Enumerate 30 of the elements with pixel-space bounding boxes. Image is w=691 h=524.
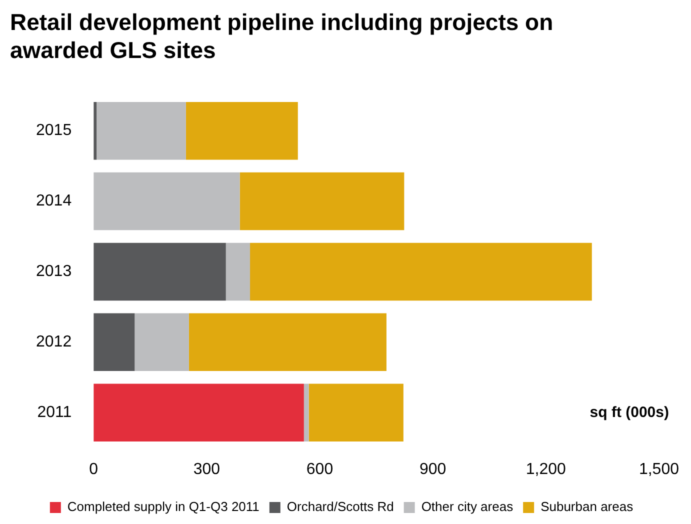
x-axis-title: sq ft (000s) [590,404,669,421]
legend-label: Suburban areas [540,499,634,514]
bar [96,102,186,160]
bar [134,313,189,372]
x-tick-label: 600 [306,460,334,478]
x-tick-label: 0 [89,460,98,478]
bar [94,172,240,230]
legend-label: Orchard/Scotts Rd [286,499,394,514]
bar [186,102,298,160]
y-tick-label: 2012 [36,334,72,351]
bar [94,384,304,442]
bar [94,242,226,301]
legend-label: Completed supply in Q1-Q3 2011 [67,499,260,514]
x-tick-label: 1,200 [526,460,566,478]
x-tick-label: 1,500 [638,460,680,478]
y-tick-label: 2014 [36,192,72,210]
x-tick-label: 900 [419,460,446,478]
chart-title: Retail development pipeline including projects on awarded GLS sites [10,8,554,64]
bar [94,313,135,372]
bar [250,242,592,301]
legend-label: Other city areas [421,499,514,514]
y-tick-label: 2015 [36,122,72,140]
bar [240,172,404,230]
x-tick-label: 300 [193,460,220,478]
y-tick-label: 2013 [36,263,72,280]
bar [188,313,386,372]
bar [308,384,404,442]
y-tick-label: 2011 [37,404,72,421]
bar [226,242,250,301]
bar [304,384,309,442]
